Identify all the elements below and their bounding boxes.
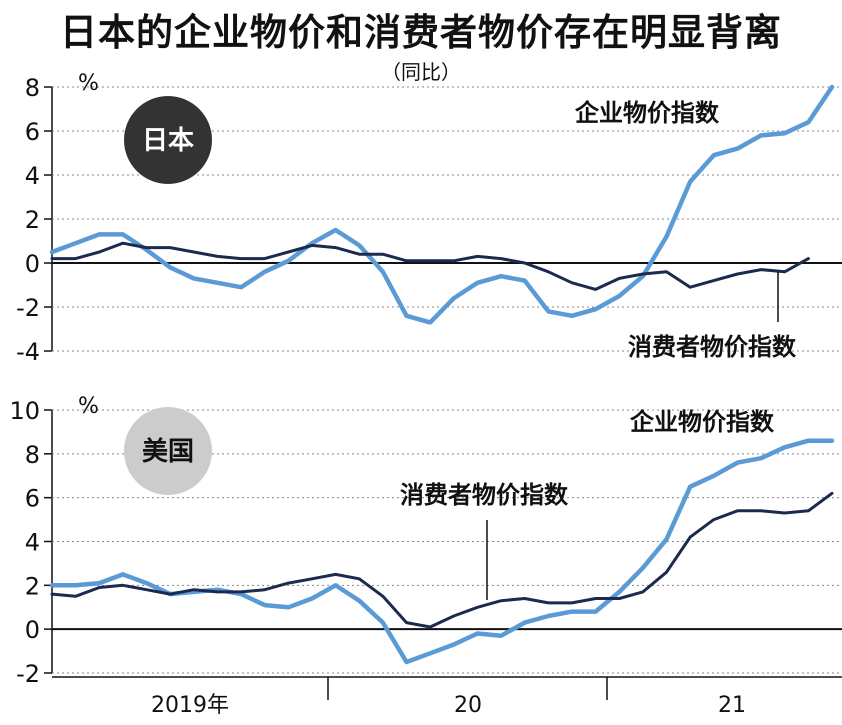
jp-y-tick-4: 4 xyxy=(25,162,40,190)
us-badge-circle xyxy=(124,407,212,495)
chart-title: 日本的企业物价和消费者物价存在明显背离 xyxy=(60,11,782,54)
us-y-tick-8: 8 xyxy=(25,441,40,469)
japan-corporate-label: 企业物价指数 xyxy=(575,99,720,127)
jp-corporate-series-line xyxy=(49,84,835,325)
chart-subtitle: （同比） xyxy=(381,60,461,84)
japan-consumer-label: 消费者物价指数 xyxy=(628,333,797,361)
us-y-tick-2: 2 xyxy=(25,572,40,600)
jp-y-tick--2: -2 xyxy=(16,294,40,322)
us-y-tick-0: 0 xyxy=(25,616,40,644)
japan-badge-circle xyxy=(124,96,212,184)
japan-badge-label: 日本 xyxy=(142,126,194,156)
us-y-tick-10: 10 xyxy=(9,397,40,425)
us-y-tick-6: 6 xyxy=(25,485,40,513)
us-badge: 美国 xyxy=(124,407,212,495)
jp-consumer-series-line xyxy=(50,241,810,291)
jp-y-tick-2: 2 xyxy=(25,206,40,234)
jp-y-tick--4: -4 xyxy=(16,338,40,366)
x-tick-2021: 21 xyxy=(718,693,746,718)
us-consumer-label: 消费者物价指数 xyxy=(400,481,569,509)
x-tick-2020: 20 xyxy=(454,693,482,718)
us-lines xyxy=(49,438,835,665)
japan-unit-label: % xyxy=(78,71,99,96)
us-y-tick-4: 4 xyxy=(25,529,40,557)
jp-y-tick-8: 8 xyxy=(25,74,40,102)
us-badge-label: 美国 xyxy=(142,436,194,467)
japan-badge: 日本 xyxy=(124,96,212,184)
japan-y-ticks: -4 -2 0 2 4 6 8 xyxy=(16,74,40,366)
us-consumer-series-line xyxy=(50,491,834,629)
jp-y-tick-6: 6 xyxy=(25,118,40,146)
japan-lines xyxy=(49,84,835,325)
jp-y-tick-0: 0 xyxy=(25,250,40,278)
us-unit-label: % xyxy=(78,394,99,419)
x-tick-2019: 2019年 xyxy=(151,693,229,718)
us-y-ticks: -2 0 2 4 6 8 10 xyxy=(9,397,40,688)
us-corporate-label: 企业物价指数 xyxy=(630,408,775,436)
us-y-tick--2: -2 xyxy=(16,660,40,688)
